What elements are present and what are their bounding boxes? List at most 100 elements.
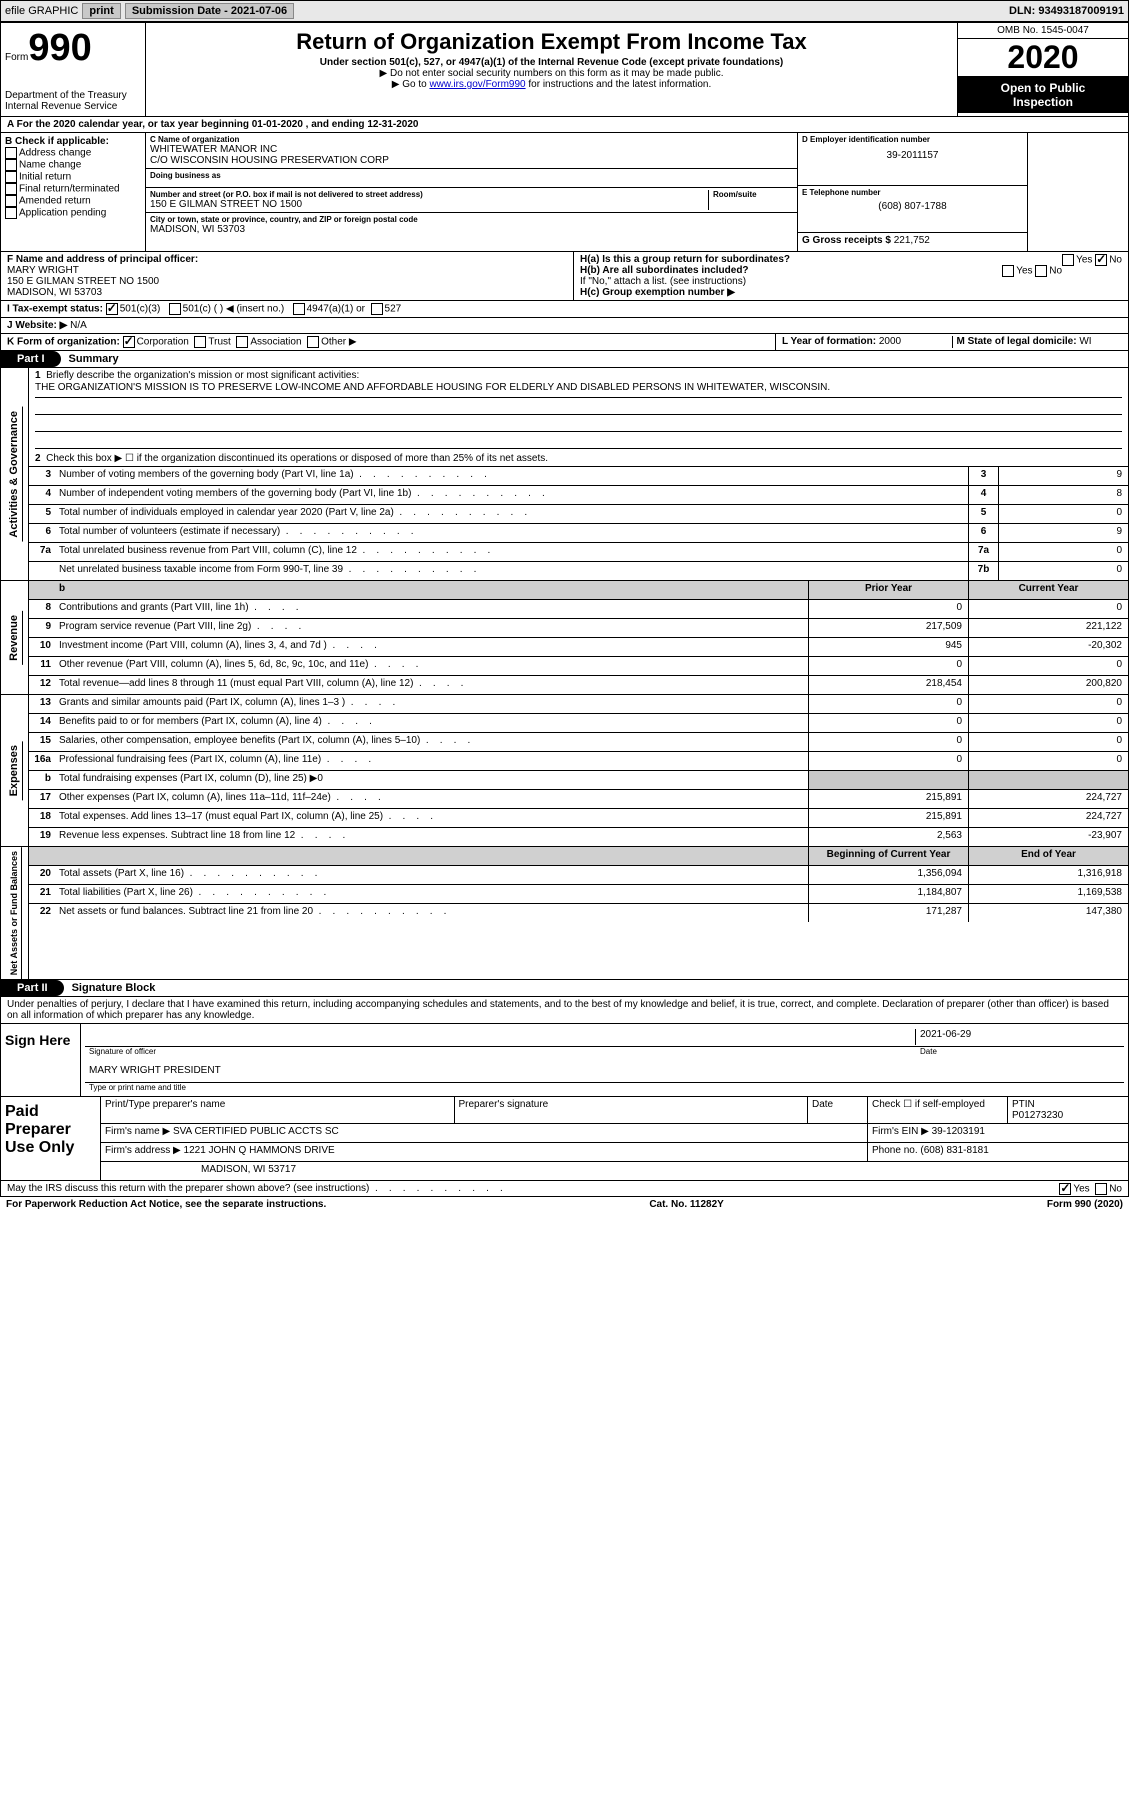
form-version: Form 990 (2020) — [1047, 1199, 1123, 1210]
firm-addr-label: Firm's address ▶ — [105, 1145, 181, 1156]
table-row: 20Total assets (Part X, line 16)1,356,09… — [29, 866, 1128, 885]
name-change-checkbox[interactable] — [5, 159, 17, 171]
hb-note: If "No," attach a list. (see instruction… — [580, 276, 746, 287]
hc-label: H(c) Group exemption number ▶ — [580, 287, 735, 298]
corporation-checkbox[interactable] — [123, 336, 135, 348]
state-domicile: WI — [1079, 336, 1091, 347]
gross-receipts-value: 221,752 — [894, 235, 930, 246]
initial-return-checkbox[interactable] — [5, 171, 17, 183]
other-checkbox[interactable] — [307, 336, 319, 348]
trust-checkbox[interactable] — [194, 336, 206, 348]
table-row: 12Total revenue—add lines 8 through 11 (… — [29, 676, 1128, 694]
expenses-side-label: Expenses — [6, 741, 23, 800]
page-footer: For Paperwork Reduction Act Notice, see … — [0, 1197, 1129, 1212]
officer-name-title: MARY WRIGHT PRESIDENT — [89, 1065, 1120, 1081]
table-row: 21Total liabilities (Part X, line 26)1,1… — [29, 885, 1128, 904]
efile-label: efile GRAPHIC — [5, 5, 78, 17]
activities-section: Activities & Governance 1 Briefly descri… — [0, 368, 1129, 581]
table-row: Net unrelated business taxable income fr… — [29, 562, 1128, 580]
discuss-row: May the IRS discuss this return with the… — [1, 1180, 1128, 1196]
hb-yes-checkbox[interactable] — [1002, 265, 1014, 277]
dln-value: 93493187009191 — [1038, 5, 1124, 17]
phone-label: E Telephone number — [802, 188, 1023, 197]
submission-date-button[interactable]: Submission Date - 2021-07-06 — [125, 3, 294, 19]
part-1-badge: Part I — [1, 351, 61, 367]
prior-year-header: Prior Year — [808, 581, 968, 599]
dept-label: Department of the Treasury — [5, 90, 141, 101]
net-assets-side-label: Net Assets or Fund Balances — [7, 847, 22, 979]
form-header: Form 990 Department of the Treasury Inte… — [0, 22, 1129, 117]
firm-addr1: 1221 JOHN Q HAMMONS DRIVE — [184, 1145, 335, 1156]
paid-preparer-label: Paid Preparer Use Only — [1, 1097, 101, 1180]
signature-block: Under penalties of perjury, I declare th… — [0, 997, 1129, 1197]
irs-link[interactable]: www.irs.gov/Form990 — [429, 79, 525, 90]
revenue-section: Revenue b Prior Year Current Year 8Contr… — [0, 581, 1129, 695]
address-change-checkbox[interactable] — [5, 147, 17, 159]
sign-here-label: Sign Here — [1, 1024, 81, 1096]
firm-ein-label: Firm's EIN ▶ — [872, 1126, 929, 1137]
4947-checkbox[interactable] — [293, 303, 305, 315]
year-formation: 2000 — [879, 336, 901, 347]
ein-value: 39-2011157 — [802, 150, 1023, 161]
firm-phone: (608) 831-8181 — [920, 1145, 988, 1156]
sign-date: 2021-06-29 — [915, 1029, 1120, 1045]
line-2-label: Check this box ▶ ☐ if the organization d… — [46, 453, 548, 464]
website-value: N/A — [70, 320, 87, 331]
gross-receipts-label: G Gross receipts $ — [802, 235, 894, 246]
hb-no-checkbox[interactable] — [1035, 265, 1047, 277]
table-row: 17Other expenses (Part IX, column (A), l… — [29, 790, 1128, 809]
form-org-row: K Form of organization: Corporation Trus… — [0, 334, 1129, 351]
table-row: 9Program service revenue (Part VIII, lin… — [29, 619, 1128, 638]
tax-year: 2020 — [958, 39, 1128, 77]
application-pending-checkbox[interactable] — [5, 207, 17, 219]
table-row: 8Contributions and grants (Part VIII, li… — [29, 600, 1128, 619]
ptin-value: P01273230 — [1012, 1110, 1063, 1121]
current-year-header: Current Year — [968, 581, 1128, 599]
cat-number: Cat. No. 11282Y — [649, 1199, 723, 1210]
print-button[interactable]: print — [82, 3, 120, 19]
goto-line: ▶ Go to www.irs.gov/Form990 for instruct… — [154, 79, 949, 90]
box-l-label: L Year of formation: — [782, 336, 879, 347]
ptin-label: PTIN — [1012, 1099, 1035, 1110]
discuss-yes-checkbox[interactable] — [1059, 1183, 1071, 1195]
association-checkbox[interactable] — [236, 336, 248, 348]
form-subtitle: Under section 501(c), 527, or 4947(a)(1)… — [154, 57, 949, 68]
table-row: 5Total number of individuals employed in… — [29, 505, 1128, 524]
preparer-date-label: Date — [808, 1097, 868, 1123]
ein-label: D Employer identification number — [802, 135, 1023, 144]
line-1-label: Briefly describe the organization's miss… — [46, 370, 359, 381]
city-state-zip: MADISON, WI 53703 — [150, 224, 793, 235]
topbar: efile GRAPHIC print Submission Date - 20… — [0, 0, 1129, 22]
firm-phone-label: Phone no. — [872, 1145, 920, 1156]
box-i-label: I Tax-exempt status: — [7, 304, 103, 315]
table-row: 14Benefits paid to or for members (Part … — [29, 714, 1128, 733]
ha-yes-checkbox[interactable] — [1062, 254, 1074, 266]
dln-label: DLN: — [1009, 5, 1038, 17]
ha-no-checkbox[interactable] — [1095, 254, 1107, 266]
officer-group-row: F Name and address of principal officer:… — [0, 252, 1129, 301]
table-row: 11Other revenue (Part VIII, column (A), … — [29, 657, 1128, 676]
box-f-label: F Name and address of principal officer: — [7, 254, 198, 265]
box-m-label: M State of legal domicile: — [957, 336, 1080, 347]
amended-return-checkbox[interactable] — [5, 195, 17, 207]
pra-notice: For Paperwork Reduction Act Notice, see … — [6, 1199, 326, 1210]
irs-label: Internal Revenue Service — [5, 101, 141, 112]
table-row: 15Salaries, other compensation, employee… — [29, 733, 1128, 752]
table-row: 22Net assets or fund balances. Subtract … — [29, 904, 1128, 922]
part-1-title: Summary — [61, 353, 119, 365]
527-checkbox[interactable] — [371, 303, 383, 315]
room-suite-label: Room/suite — [713, 190, 793, 199]
501c3-checkbox[interactable] — [106, 303, 118, 315]
city-label: City or town, state or province, country… — [150, 215, 793, 224]
part-2-title: Signature Block — [64, 982, 156, 994]
discuss-no-checkbox[interactable] — [1095, 1183, 1107, 1195]
entity-block: B Check if applicable: Address change Na… — [0, 133, 1129, 252]
expenses-section: Expenses 13Grants and similar amounts pa… — [0, 695, 1129, 847]
firm-name: SVA CERTIFIED PUBLIC ACCTS SC — [173, 1126, 339, 1137]
omb-number: OMB No. 1545-0047 — [958, 23, 1128, 39]
officer-addr1: 150 E GILMAN STREET NO 1500 — [7, 276, 159, 287]
final-return-checkbox[interactable] — [5, 183, 17, 195]
501c-checkbox[interactable] — [169, 303, 181, 315]
officer-name: MARY WRIGHT — [7, 265, 79, 276]
ssn-warning: ▶ Do not enter social security numbers o… — [154, 68, 949, 79]
